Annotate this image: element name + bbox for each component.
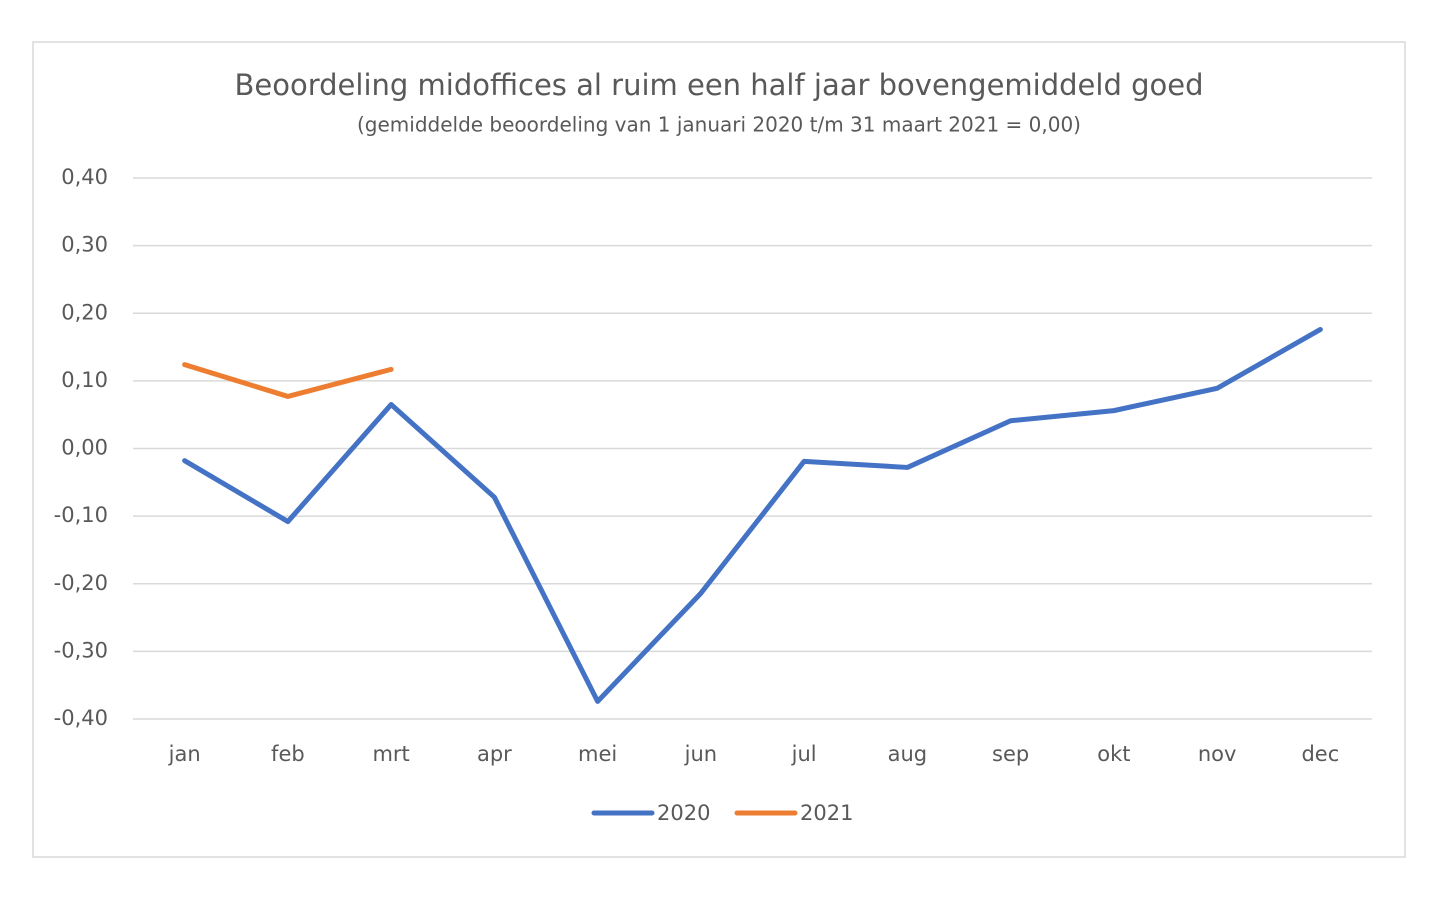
x-tick-label: mei [578,742,617,766]
y-tick-label: 0,10 [61,368,108,392]
chart-border [32,41,1406,858]
x-tick-label: feb [271,742,305,766]
y-tick-label: -0,30 [54,638,108,662]
y-tick-label: 0,20 [61,300,108,324]
x-tick-label: nov [1198,742,1237,766]
y-tick-label: 0,30 [61,233,108,257]
x-tick-label: jun [684,742,717,766]
chart-title: Beoordeling midoffices al ruim een half … [235,68,1204,102]
x-tick-label: dec [1301,742,1339,766]
legend-label: 2021 [800,801,853,825]
y-tick-label: 0,00 [61,436,108,460]
legend-label: 2020 [657,801,710,825]
x-tick-label: jul [791,742,817,766]
y-tick-label: 0,40 [61,165,108,189]
y-tick-label: -0,40 [54,706,108,730]
x-tick-label: mrt [372,742,409,766]
series-line [182,362,394,399]
x-tick-label: jan [168,742,201,766]
series-line [182,326,1323,704]
x-tick-label: sep [992,742,1029,766]
x-tick-label: okt [1097,742,1130,766]
chart-subtitle: (gemiddelde beoordeling van 1 januari 20… [357,113,1081,137]
y-tick-label: -0,10 [54,503,108,527]
x-tick-label: aug [888,742,928,766]
y-tick-label: -0,20 [54,571,108,595]
x-tick-label: apr [477,742,512,766]
